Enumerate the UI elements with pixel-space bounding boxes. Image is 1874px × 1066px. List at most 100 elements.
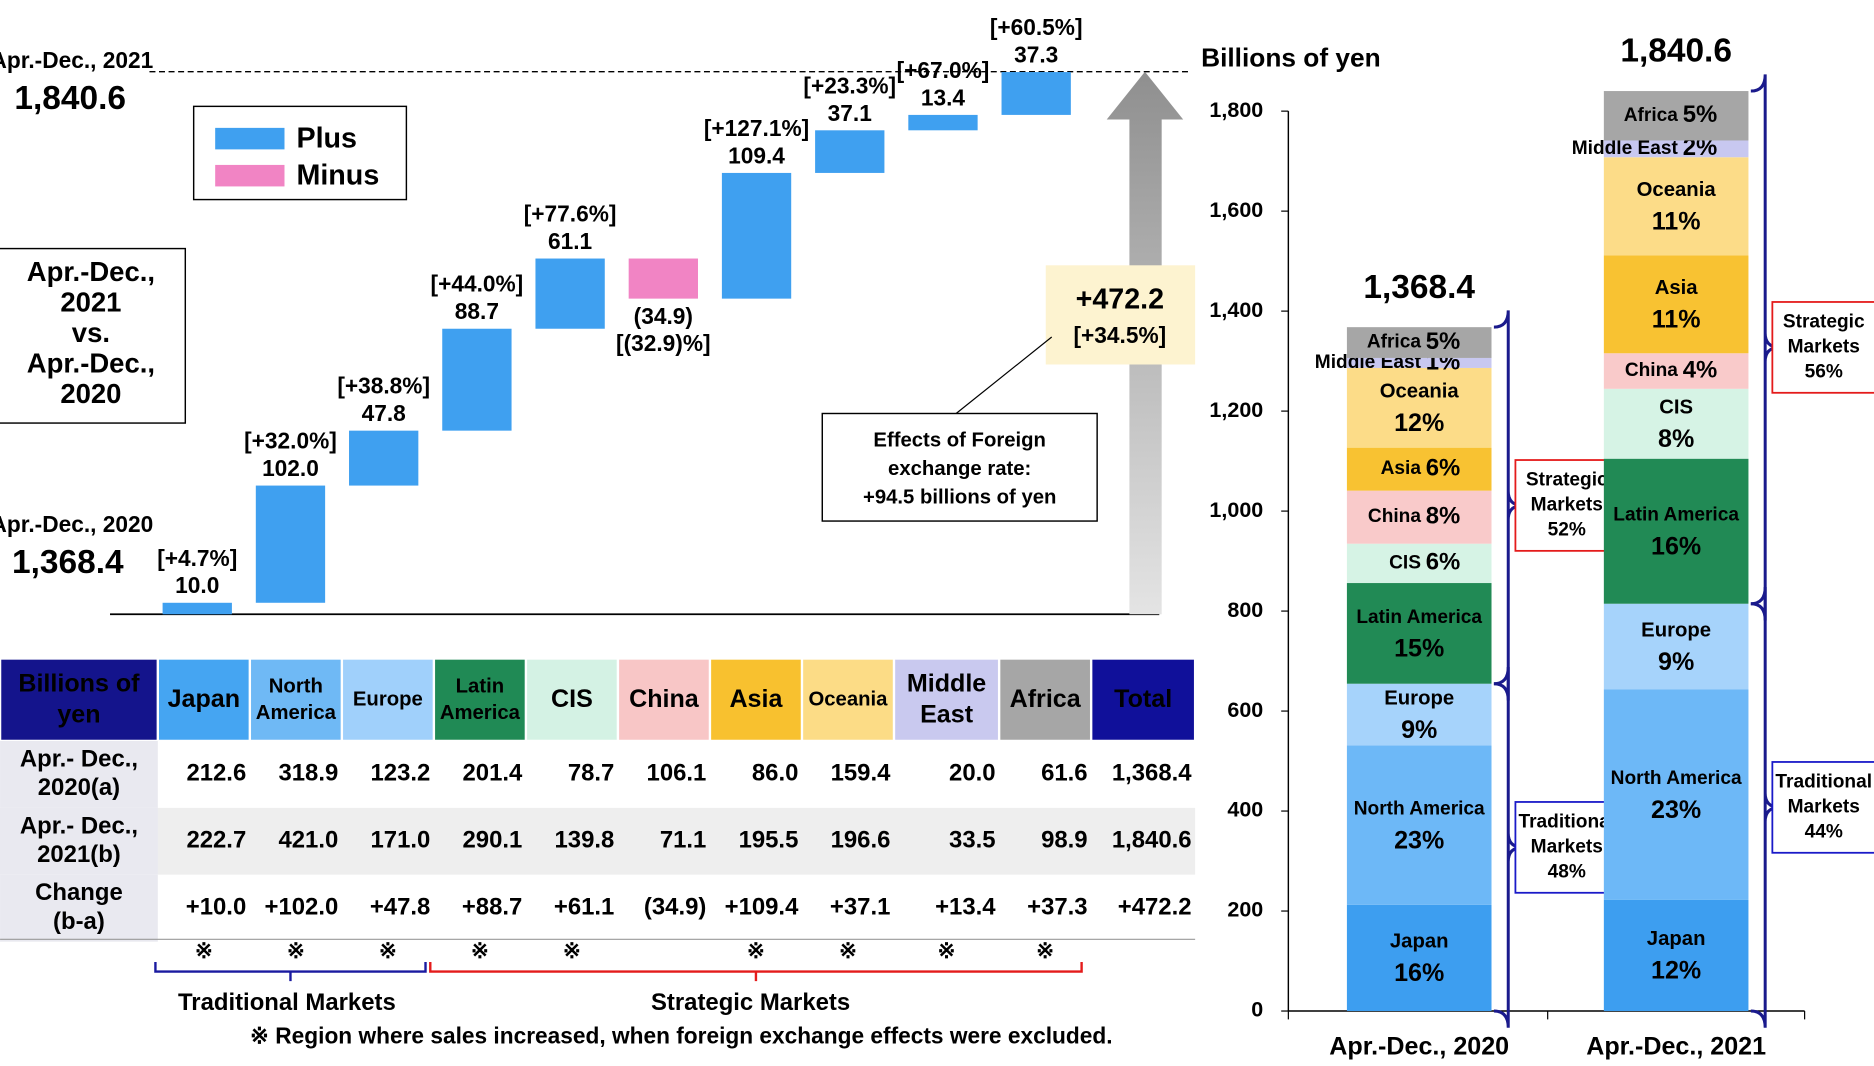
market-share-box bbox=[1771, 301, 1874, 394]
header-label: CIS bbox=[551, 685, 593, 713]
segment-name: Oceania bbox=[1380, 381, 1460, 403]
waterfall-bar bbox=[442, 328, 512, 431]
table-cell: +61.1 bbox=[554, 894, 614, 921]
stacked-segment bbox=[1346, 745, 1492, 905]
y-tick-label: 0 bbox=[1251, 998, 1263, 1022]
segment-name: Middle East bbox=[1572, 138, 1679, 159]
segment-share: 9% bbox=[1401, 716, 1437, 744]
market-share-box bbox=[1514, 801, 1620, 894]
segment-name: Europe bbox=[1641, 619, 1711, 641]
change-label: [+44.0%] bbox=[431, 271, 524, 297]
header-cell bbox=[803, 659, 893, 740]
segment-name: North America bbox=[1354, 799, 1485, 820]
fx-note: +94.5 billions of yen bbox=[863, 487, 1056, 509]
waterfall-bar bbox=[908, 114, 978, 131]
table-cell: 71.1 bbox=[660, 827, 706, 854]
header-label: China bbox=[629, 685, 700, 713]
table-cell: +37.3 bbox=[1027, 894, 1087, 921]
change-label: [+38.8%] bbox=[337, 373, 430, 399]
market-share-box bbox=[1771, 761, 1874, 854]
legend-label: Minus bbox=[296, 159, 379, 191]
header-cell bbox=[527, 659, 617, 740]
waterfall-bar bbox=[255, 485, 326, 603]
waterfall-bar bbox=[1001, 72, 1071, 115]
stacked-segment bbox=[1346, 683, 1492, 746]
header-label: North bbox=[269, 676, 323, 698]
market-share-label: Markets bbox=[1531, 836, 1603, 857]
market-share-label: Traditional bbox=[1518, 811, 1615, 832]
market-share-label: Markets bbox=[1788, 796, 1860, 817]
change-label: [+4.7%] bbox=[157, 545, 237, 571]
stacked-segment bbox=[1346, 543, 1492, 584]
segment-share: 8% bbox=[1426, 502, 1461, 529]
increase-mark: ※ bbox=[839, 939, 857, 963]
segment-name: Oceania bbox=[1637, 179, 1717, 201]
y-tick-label: 1,800 bbox=[1209, 98, 1263, 122]
table-cell: 222.7 bbox=[186, 827, 246, 854]
segment-share: 4% bbox=[1683, 356, 1718, 383]
stacked-segment bbox=[1603, 603, 1749, 690]
row-label-cell bbox=[0, 740, 158, 808]
stacked-segment bbox=[1346, 447, 1492, 491]
header-label: Latin bbox=[456, 676, 504, 698]
table-cell: 78.7 bbox=[568, 760, 615, 787]
row-label-cell bbox=[0, 807, 158, 875]
table-cell: +10.0 bbox=[186, 894, 246, 921]
header-label: Africa bbox=[1010, 685, 1082, 713]
table-cell: 86.0 bbox=[752, 760, 799, 787]
segment-share: 16% bbox=[1651, 533, 1701, 561]
row-label: Apr.- Dec., bbox=[20, 812, 138, 839]
segment-name: Africa bbox=[1367, 332, 1422, 353]
group-label: Traditional Markets bbox=[178, 989, 396, 1016]
stacked-segment bbox=[1346, 367, 1492, 448]
table-cell: 201.4 bbox=[463, 760, 523, 787]
table-cell: 123.2 bbox=[370, 760, 430, 787]
header-label: Total bbox=[1114, 685, 1172, 713]
table-cell: +88.7 bbox=[462, 894, 522, 921]
market-share-label: Strategic bbox=[1526, 469, 1608, 490]
table-cell: 33.5 bbox=[949, 827, 995, 854]
increase-mark: ※ bbox=[938, 939, 956, 963]
bar-value-label: 109.4 bbox=[728, 142, 785, 168]
segment-name: Africa bbox=[1624, 105, 1679, 126]
bar-value-label: 37.3 bbox=[1014, 42, 1058, 68]
stacked-segment bbox=[1346, 583, 1492, 684]
segment-name: Europe bbox=[1384, 687, 1454, 709]
segment-share: 11% bbox=[1652, 306, 1701, 334]
row-label: 2021(b) bbox=[37, 841, 121, 868]
segment-share: 23% bbox=[1394, 826, 1444, 854]
comparison-label: Apr.-Dec., bbox=[27, 347, 155, 378]
header-label: Middle bbox=[907, 669, 986, 697]
fx-note-box bbox=[821, 412, 1098, 522]
group-bracket bbox=[154, 962, 427, 982]
market-share-label: 44% bbox=[1805, 822, 1843, 843]
comparison-box bbox=[0, 247, 187, 424]
row-bg bbox=[0, 874, 1196, 942]
change-label: [(32.9)%] bbox=[616, 330, 711, 356]
waterfall-bar bbox=[628, 258, 698, 299]
waterfall-bar bbox=[815, 130, 885, 173]
table-cell: 98.9 bbox=[1041, 827, 1088, 854]
table-cell: 212.6 bbox=[186, 760, 246, 787]
table-cell: +47.8 bbox=[370, 894, 430, 921]
waterfall-bar bbox=[349, 430, 419, 486]
start-value: 1,368.4 bbox=[12, 544, 124, 581]
bar-value-label: 88.7 bbox=[455, 298, 499, 324]
header-cell bbox=[1, 659, 157, 740]
table-cell: 1,368.4 bbox=[1112, 760, 1192, 787]
market-share-label: Markets bbox=[1531, 494, 1603, 515]
header-label: Asia bbox=[729, 685, 783, 713]
waterfall-bar bbox=[721, 172, 792, 299]
segment-share: 9% bbox=[1658, 648, 1694, 676]
y-tick-label: 200 bbox=[1227, 898, 1263, 922]
change-label: [+60.5%] bbox=[990, 14, 1083, 40]
group-bracket bbox=[429, 962, 1083, 982]
market-share-label: Traditional bbox=[1775, 771, 1872, 792]
table-cell: 1,840.6 bbox=[1112, 827, 1192, 854]
change-label: [+77.6%] bbox=[524, 201, 617, 227]
stacked-segment bbox=[1346, 490, 1492, 544]
segment-name: CIS bbox=[1389, 552, 1421, 573]
table-cell: 106.1 bbox=[647, 760, 707, 787]
segment-name: Latin America bbox=[1356, 607, 1482, 628]
